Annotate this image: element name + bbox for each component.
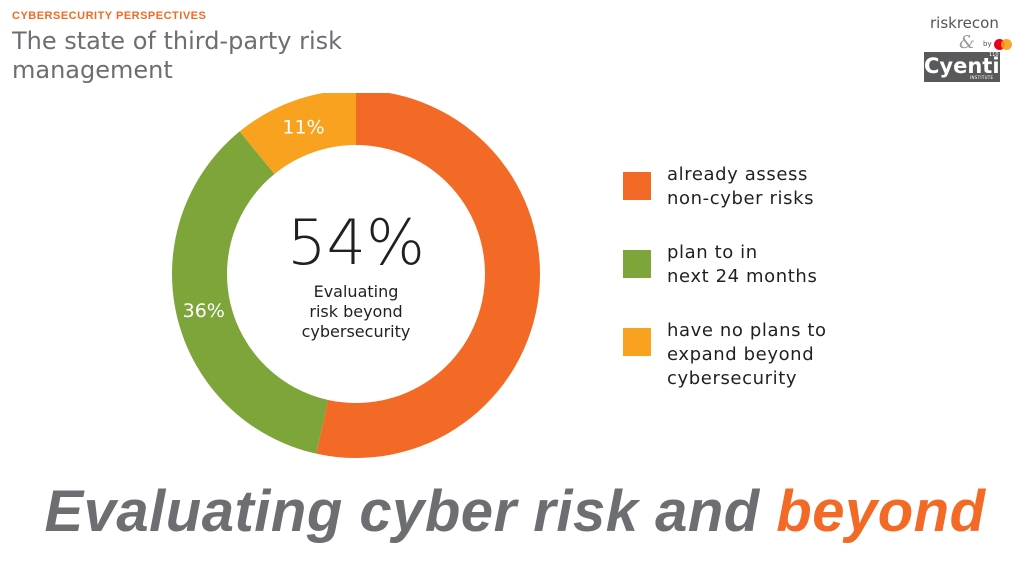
legend-label-line: already assess [667,164,808,185]
by-label: by [983,40,992,48]
cyentia-wordmark: Cyentia [924,52,1014,82]
legend-label-line: have no plans to [667,320,827,341]
donut-slice-1 [172,131,329,454]
legend-label-line: cybersecurity [667,368,798,389]
center-caption-line2: risk beyond [309,302,402,321]
mastercard-yellow-circle-icon [1001,39,1012,50]
legend-swatch-amber [623,328,651,356]
donut-slice-2 [239,93,356,175]
headline-main: Evaluating cyber risk and [44,479,777,544]
legend-label-line: non-cyber risks [667,188,815,209]
legend-swatch-orange [623,172,651,200]
donut-chart: 36% 11% 54% Evaluating risk beyond cybers… [172,93,540,458]
page-title: The state of third-party risk management [12,27,343,84]
legend-label-line: expand beyond [667,344,815,365]
legend-label: plan to in next 24 months [667,241,907,289]
center-caption-line1: Evaluating [314,282,399,301]
eyebrow-label: CYBERSECURITY PERSPECTIVES [12,10,207,22]
ampersand-mark: & [959,32,976,53]
cyentia-superscript: 110 [989,52,999,58]
legend-swatch-green [623,250,651,278]
legend-label-line: plan to in [667,242,758,263]
brand-logo: riskrecon & by Cyentia 110 INSTITUTE [918,14,1028,86]
headline: Evaluating cyber risk and beyond [0,478,1030,545]
legend-label: have no plans to expand beyond cybersecu… [667,319,907,391]
slice-data-label: 36% [183,300,225,322]
legend-label: already assess non-cyber risks [667,163,907,211]
donut-slice-0 [316,93,540,458]
mastercard-red-circle-icon [994,39,1005,50]
legend-label-line: next 24 months [667,266,818,287]
slice-data-label: 11% [282,117,324,139]
cyentia-institute-label: INSTITUTE [970,75,994,80]
headline-accent: beyond [776,479,986,544]
center-value: 54% [287,206,425,279]
center-caption-line3: cybersecurity [302,322,411,341]
riskrecon-wordmark: riskrecon [930,14,999,32]
